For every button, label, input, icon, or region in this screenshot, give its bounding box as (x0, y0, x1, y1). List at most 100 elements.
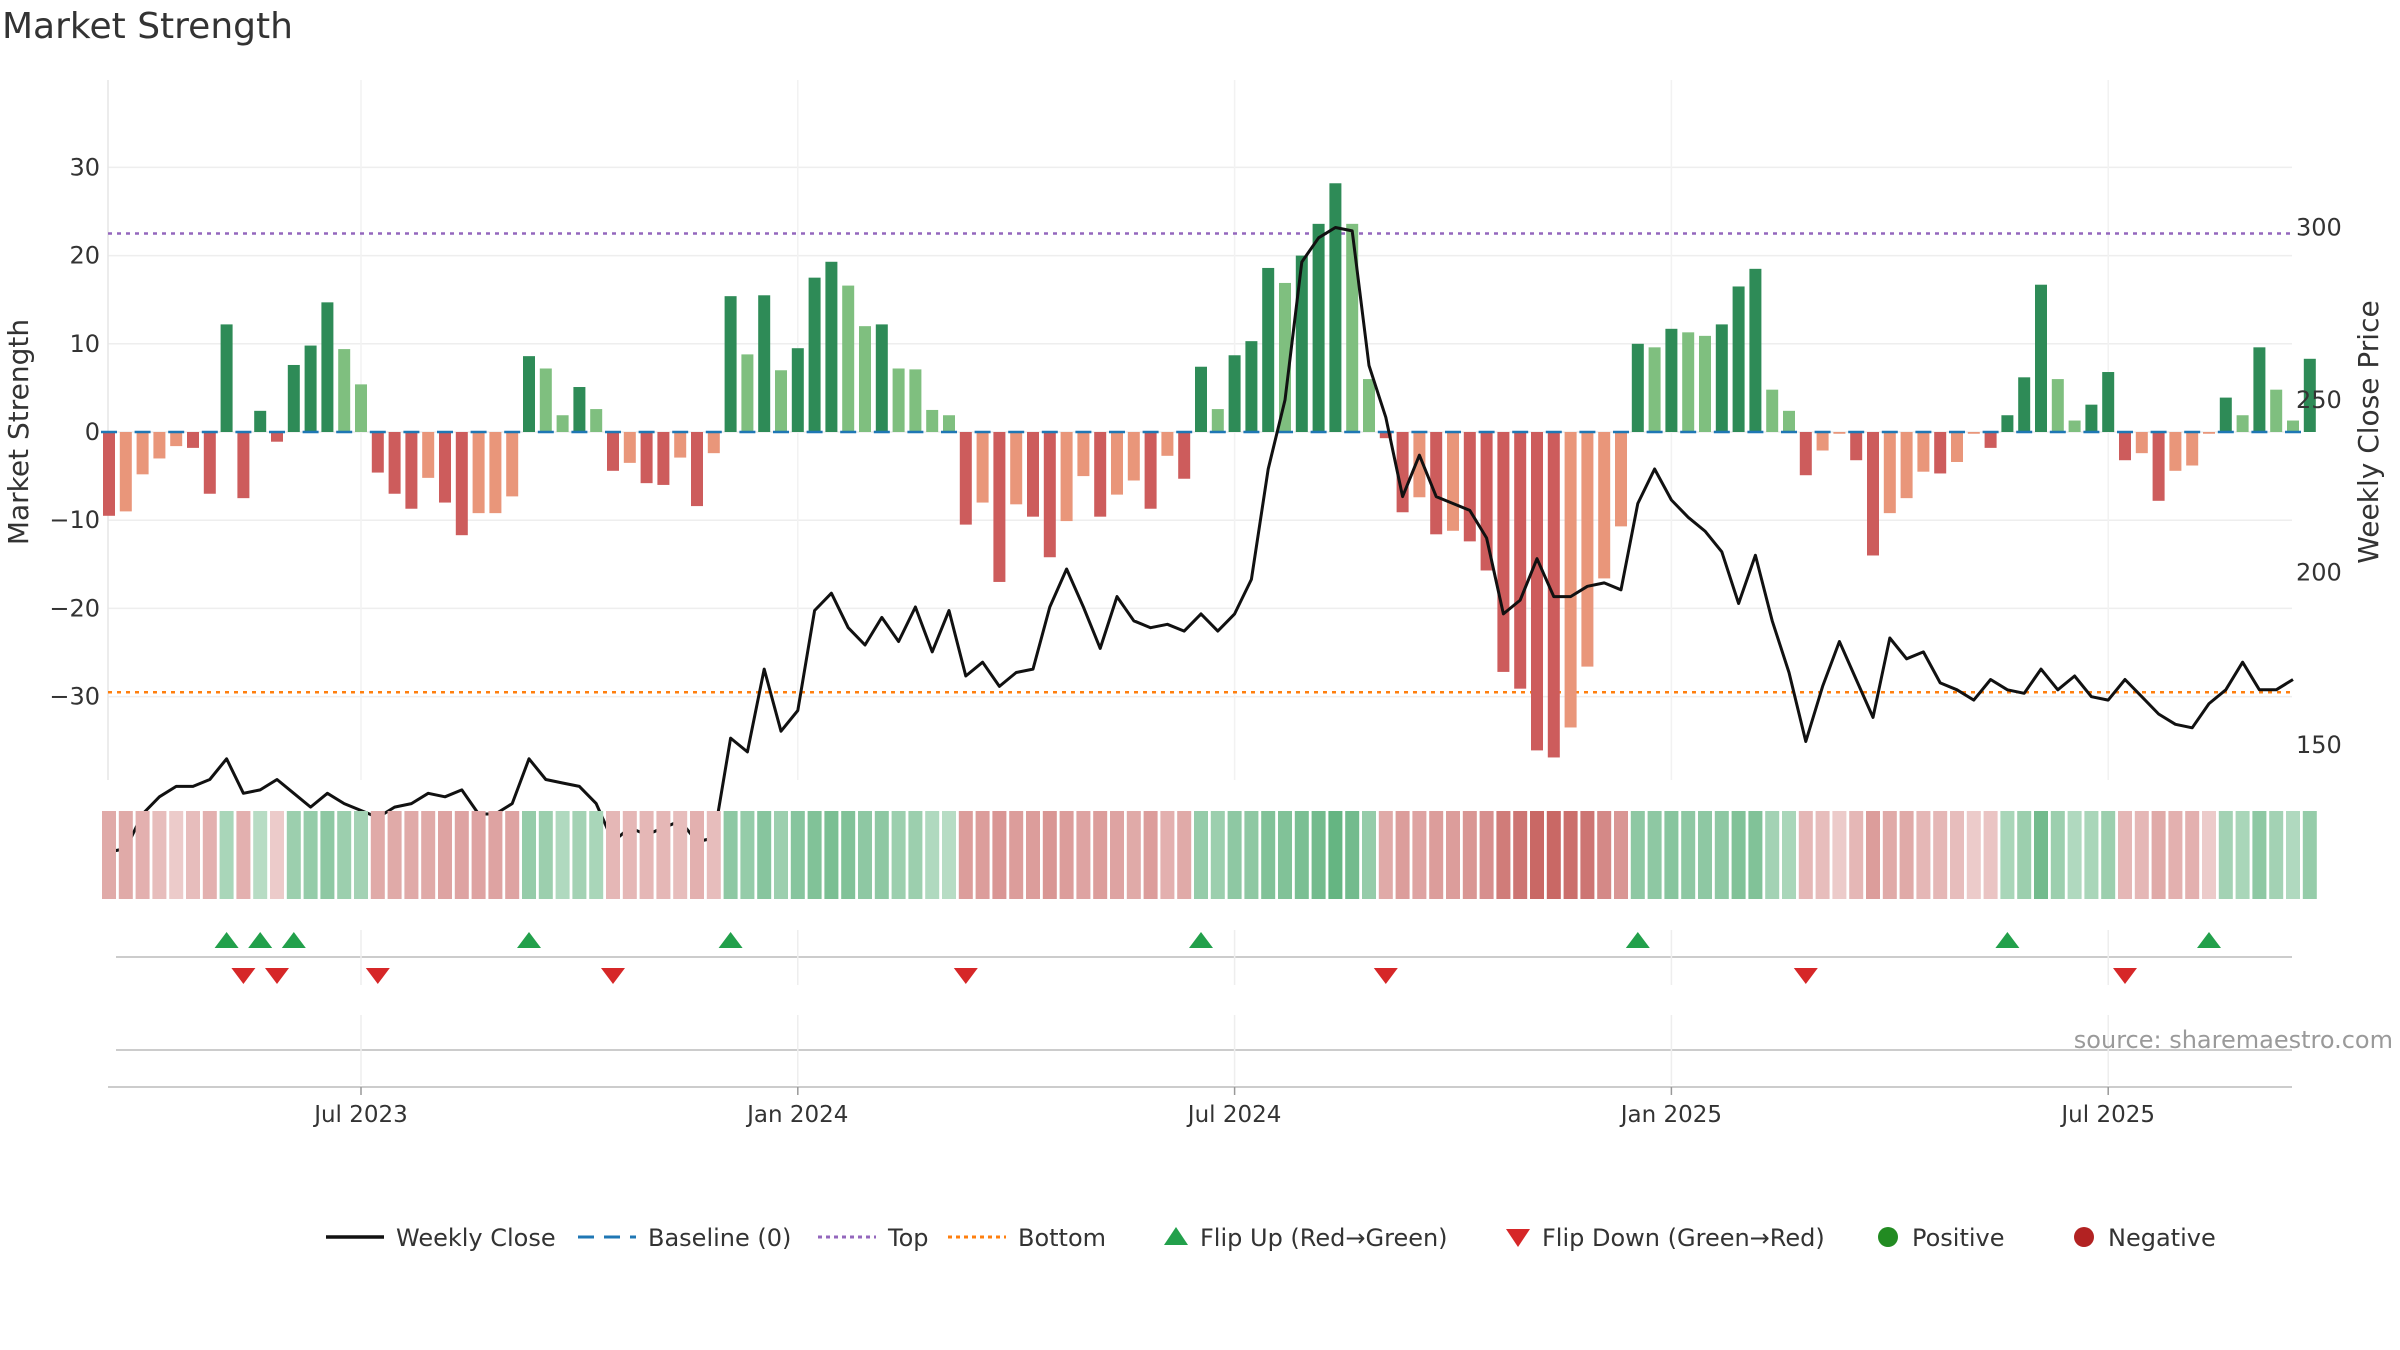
band-cell (1328, 811, 1343, 899)
strength-bar (1077, 432, 1090, 477)
strength-bar (237, 432, 250, 499)
y-left-axis-title: Market Strength (2, 319, 35, 545)
y-right-tick-label: 200 (2296, 559, 2342, 587)
band-cell (1009, 811, 1024, 899)
x-tick-label: Jul 2023 (312, 1102, 408, 1128)
band-cell (2067, 811, 2082, 899)
strength-bar (1144, 432, 1157, 509)
band-cell (1311, 811, 1326, 899)
strength-bar (1900, 432, 1913, 499)
x-tick-label: Jan 2025 (1619, 1102, 1722, 1128)
band-cell (1210, 811, 1225, 899)
band-cell (1546, 811, 1561, 899)
flip-up-marker (1189, 932, 1213, 948)
strength-bar (909, 369, 922, 432)
strength-bar (506, 432, 519, 497)
band-cell (589, 811, 604, 899)
strength-bar (1127, 432, 1140, 481)
strength-bar (1111, 432, 1123, 495)
band-cell (253, 811, 268, 899)
band-cell (522, 811, 536, 899)
flip-up-marker (281, 932, 306, 948)
band-cell (118, 811, 133, 899)
band-cell (555, 811, 570, 899)
strength-bar (523, 356, 535, 432)
strength-bar (1615, 432, 1627, 527)
band-cell (1042, 811, 1057, 899)
band-cell (2302, 811, 2317, 899)
strength-bar (573, 387, 586, 432)
flip-up-marker (718, 932, 743, 948)
band-cell (2034, 811, 2048, 899)
band-cell (2286, 811, 2300, 899)
strength-bar (1766, 389, 1779, 432)
strength-bar (1598, 432, 1611, 579)
band-cell (2252, 811, 2267, 899)
band-cell (1580, 811, 1595, 899)
band-cell (219, 811, 234, 899)
band-cell (1126, 811, 1141, 899)
band-cell (656, 811, 671, 899)
band-cell (438, 811, 452, 899)
strength-bar (556, 415, 569, 432)
strength-bar (489, 432, 502, 514)
strength-bar (926, 409, 939, 432)
legend-swatch-flip-up (1164, 1227, 1188, 1245)
band-cell (2235, 811, 2250, 899)
band-cell (320, 811, 335, 899)
band-cell (1765, 811, 1780, 899)
strength-bar (741, 354, 754, 432)
band-cell (135, 811, 150, 899)
strength-bar (1934, 432, 1947, 474)
band-cell (1261, 811, 1276, 899)
strength-bar (1514, 432, 1527, 689)
band-cell (1815, 811, 1830, 899)
band-cell (2101, 811, 2116, 899)
band-cell (1446, 811, 1460, 899)
strength-bar (842, 285, 855, 432)
band-cell (102, 811, 116, 899)
band-cell (606, 811, 620, 899)
band-cell (841, 811, 856, 899)
flip-down-marker (265, 968, 289, 984)
legend-label: Weekly Close (396, 1224, 556, 1252)
strength-bar (254, 410, 267, 432)
flip-down-marker (231, 968, 256, 984)
band-cell (1395, 811, 1410, 899)
strength-bar (187, 432, 199, 448)
band-cell (723, 811, 738, 899)
band-cell (1059, 811, 1074, 899)
strength-bar (1295, 255, 1308, 432)
flip-down-marker (1373, 968, 1398, 984)
band-cell (1899, 811, 1914, 899)
strength-bar (724, 296, 737, 432)
strength-bar (1363, 379, 1375, 432)
band-cell (1832, 811, 1847, 899)
strength-bar (1027, 432, 1039, 517)
flip-down-marker (1793, 968, 1818, 984)
strength-bar (355, 384, 367, 432)
strength-bar (2152, 432, 2165, 501)
strength-bar (1279, 282, 1291, 432)
band-cell (370, 811, 385, 899)
band-cell (1731, 811, 1746, 899)
band-cell (1177, 811, 1192, 899)
strength-bar (388, 432, 401, 494)
strength-bar (976, 432, 989, 503)
legend-label: Flip Down (Green→Red) (1542, 1224, 1825, 1252)
band-cell (1278, 811, 1292, 899)
band-cell (454, 811, 469, 899)
flip-up-marker (2197, 932, 2221, 948)
band-cell (824, 811, 839, 899)
strength-bar (103, 432, 115, 516)
strength-bar (825, 261, 838, 432)
strength-bar (892, 368, 905, 432)
band-cell (572, 811, 587, 899)
band-cell (807, 811, 822, 899)
strength-bar (1195, 366, 1207, 432)
legend-swatch-negative (2074, 1227, 2094, 1247)
strength-bar (271, 432, 283, 442)
y-right-tick-label: 250 (2296, 386, 2342, 414)
x-axis: Jul 2023 Jan 2024 Jul 2024 Jan 2025 Jul 2025 (108, 1086, 2292, 1128)
